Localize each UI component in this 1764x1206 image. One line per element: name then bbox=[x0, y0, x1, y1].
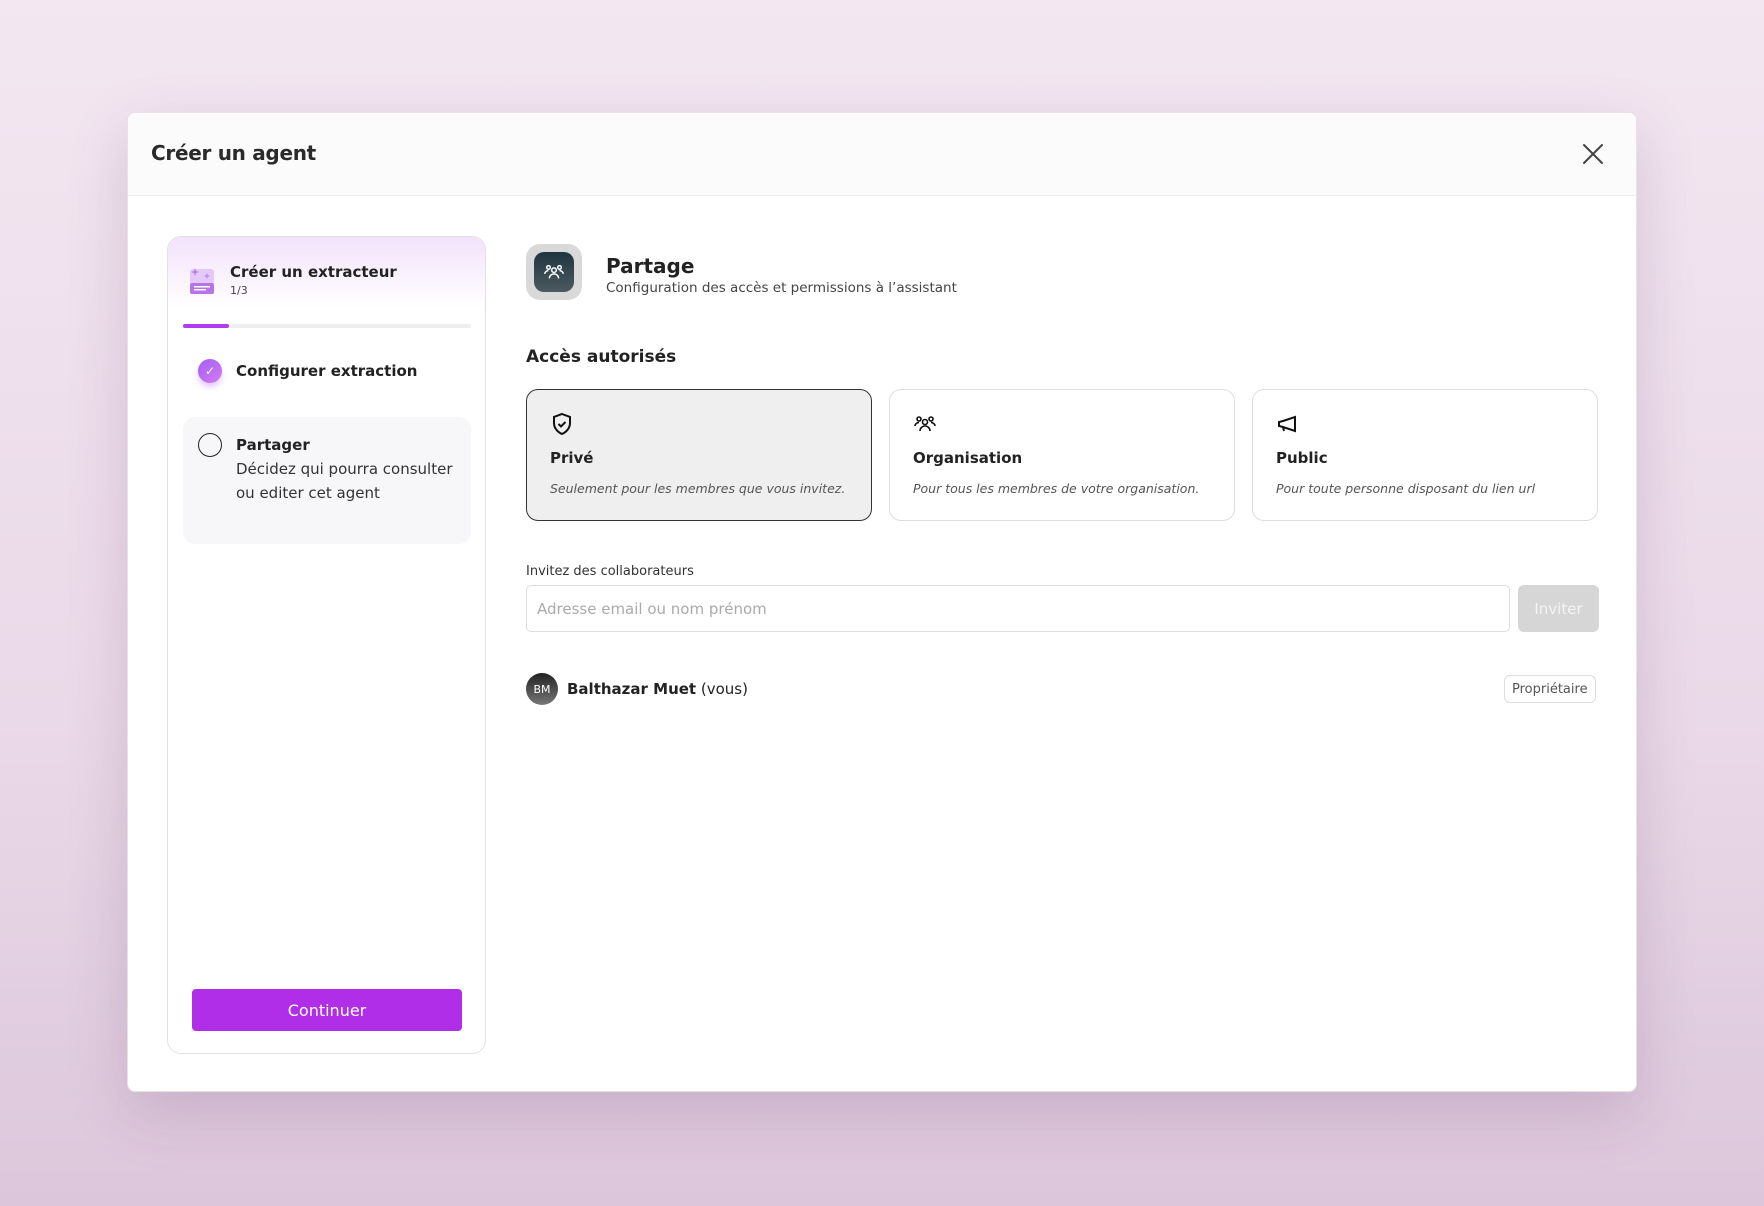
megaphone-icon bbox=[1278, 415, 1296, 433]
option-label: Public bbox=[1276, 449, 1328, 467]
invite-button[interactable]: Inviter bbox=[1518, 585, 1599, 632]
option-description: Seulement pour les membres que vous invi… bbox=[550, 481, 846, 496]
option-description: Pour toute personne disposant du lien ur… bbox=[1276, 481, 1536, 496]
wizard-counter: 1/3 bbox=[230, 284, 248, 297]
section-subtitle: Configuration des accès et permissions à… bbox=[606, 280, 957, 296]
step-configurer-extraction[interactable]: ✓ Configurer extraction bbox=[198, 359, 417, 383]
wizard-header: Créer un extracteur 1/3 bbox=[168, 237, 485, 307]
progress-fill bbox=[183, 324, 230, 328]
continue-button[interactable]: Continuer bbox=[192, 989, 462, 1031]
section-icon bbox=[526, 244, 582, 300]
option-label: Organisation bbox=[913, 449, 1023, 467]
invite-input[interactable] bbox=[526, 585, 1510, 632]
wizard-progress-bar bbox=[183, 324, 471, 328]
wizard-panel: Créer un extracteur 1/3 ✓ Configurer ext… bbox=[167, 236, 486, 1054]
extractor-icon bbox=[190, 268, 214, 294]
shield-check-icon bbox=[553, 412, 571, 436]
wizard-title: Créer un extracteur bbox=[230, 263, 397, 281]
users-icon bbox=[544, 264, 564, 279]
step-label: Configurer extraction bbox=[236, 362, 418, 380]
access-option-organisation[interactable]: Organisation Pour tous les membres de vo… bbox=[889, 389, 1235, 521]
check-icon: ✓ bbox=[198, 359, 222, 383]
invite-label: Invitez des collaborateurs bbox=[526, 564, 694, 579]
access-option-prive[interactable]: Privé Seulement pour les membres que vou… bbox=[526, 389, 872, 521]
create-agent-modal: Créer un agent Créer un extracteur 1/3 ✓… bbox=[127, 112, 1637, 1092]
option-label: Privé bbox=[550, 449, 594, 467]
access-option-public[interactable]: Public Pour toute personne disposant du … bbox=[1252, 389, 1598, 521]
users-icon bbox=[914, 416, 936, 432]
access-heading: Accès autorisés bbox=[526, 347, 677, 367]
role-badge: Propriétaire bbox=[1504, 675, 1596, 703]
modal-header: Créer un agent bbox=[128, 113, 1636, 196]
radio-circle-icon bbox=[198, 433, 222, 457]
avatar: BM bbox=[526, 673, 558, 705]
member-row: BM Balthazar Muet (vous) bbox=[526, 673, 748, 705]
close-icon[interactable] bbox=[1580, 141, 1606, 167]
access-options: Privé Seulement pour les membres que vou… bbox=[526, 389, 1598, 521]
option-description: Pour tous les membres de votre organisat… bbox=[913, 481, 1200, 496]
member-name: Balthazar Muet bbox=[567, 680, 697, 698]
section-title: Partage bbox=[606, 254, 695, 278]
modal-title: Créer un agent bbox=[151, 141, 316, 165]
member-suffix: (vous) bbox=[700, 680, 748, 698]
step-partager[interactable]: Partager Décidez qui pourra consulter ou… bbox=[183, 417, 471, 544]
step-description: Décidez qui pourra consulter ou editer c… bbox=[236, 460, 453, 502]
step-label: Partager bbox=[236, 436, 310, 454]
